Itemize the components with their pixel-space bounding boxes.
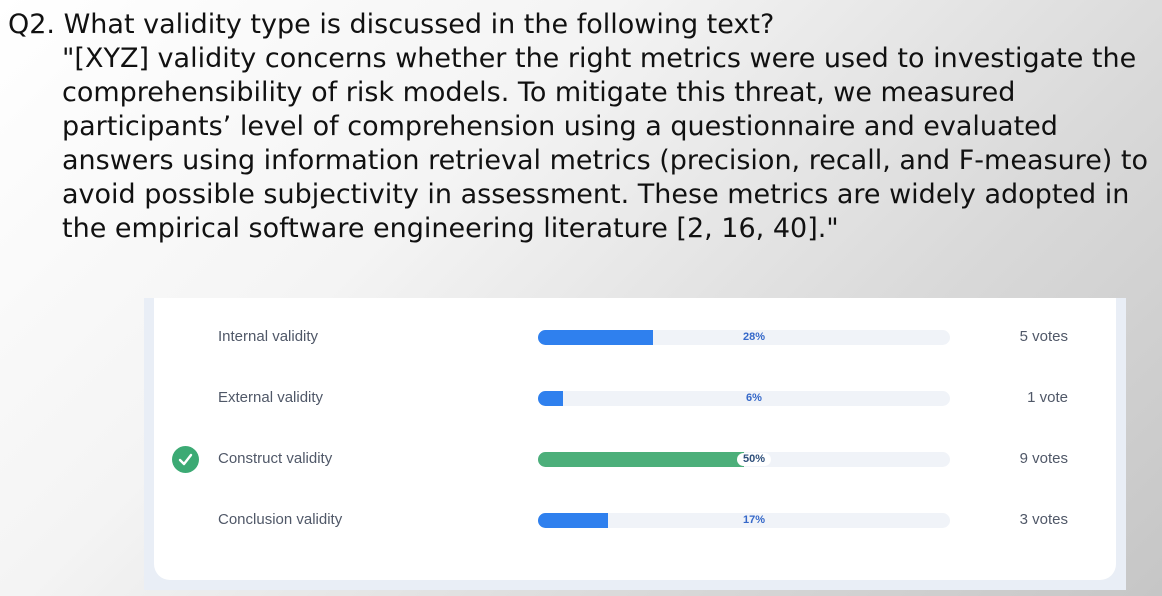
result-bar-fill: [538, 391, 563, 406]
question-quote: "[XYZ] validity concerns whether the rig…: [62, 43, 1149, 244]
result-bar-fill: [538, 452, 744, 467]
option-label: Construct validity: [218, 450, 333, 467]
question-title: Q2. What validity type is discussed in t…: [8, 9, 775, 40]
question-text-block: Q2. What validity type is discussed in t…: [8, 8, 1158, 246]
vote-count: 1 vote: [1027, 389, 1068, 406]
poll-results-card: Internal validity 28% 5 votes External v…: [154, 298, 1116, 580]
result-bar-track: [538, 513, 950, 528]
poll-option-internal-validity: Internal validity 28% 5 votes: [154, 322, 1116, 352]
result-bar-fill: [538, 330, 654, 345]
poll-option-external-validity: External validity 6% 1 vote: [154, 383, 1116, 413]
poll-results-panel: Internal validity 28% 5 votes External v…: [144, 298, 1126, 590]
percent-label: 28%: [742, 331, 766, 343]
option-label: External validity: [218, 389, 324, 406]
percent-label: 17%: [742, 514, 766, 526]
vote-count: 9 votes: [1019, 450, 1068, 467]
percent-label: 6%: [746, 392, 762, 404]
percent-label: 50%: [737, 453, 771, 466]
result-bar-track: [538, 330, 950, 345]
vote-count: 3 votes: [1019, 511, 1068, 528]
result-bar-track: [538, 391, 950, 406]
poll-option-construct-validity: Construct validity 50% 9 votes: [154, 444, 1116, 474]
option-label: Internal validity: [218, 328, 319, 345]
check-circle-icon: [172, 446, 199, 473]
option-label: Conclusion validity: [218, 511, 343, 528]
poll-option-conclusion-validity: Conclusion validity 17% 3 votes: [154, 505, 1116, 535]
result-bar-fill: [538, 513, 609, 528]
vote-count: 5 votes: [1019, 328, 1068, 345]
